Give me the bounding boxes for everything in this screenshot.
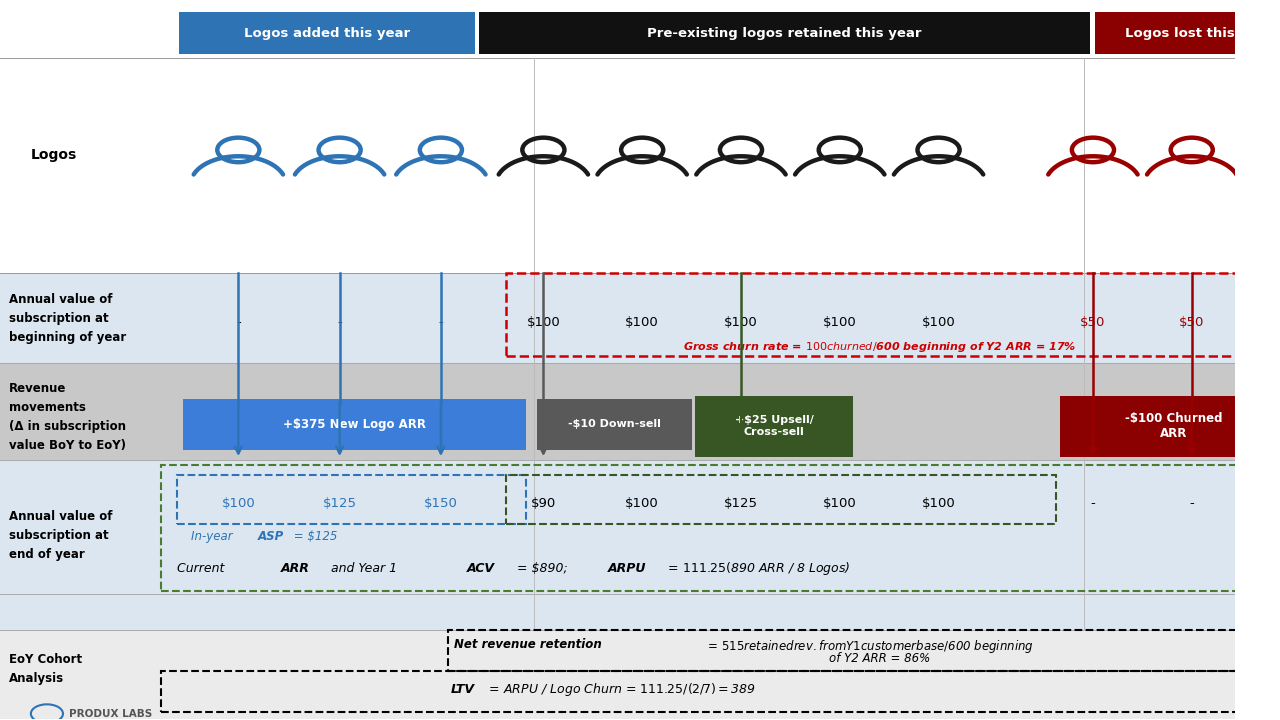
- Text: Logos lost this year: Logos lost this year: [1125, 27, 1272, 40]
- Text: -: -: [1091, 497, 1096, 510]
- Text: $100: $100: [922, 497, 955, 510]
- Text: and Year 1: and Year 1: [328, 562, 402, 575]
- Text: = $125: = $125: [291, 529, 338, 542]
- Text: $100: $100: [626, 316, 659, 329]
- Bar: [538, 400, 691, 450]
- Text: = $111.25 ($890 ARR / 8 Logos): = $111.25 ($890 ARR / 8 Logos): [664, 560, 851, 577]
- Text: -: -: [337, 316, 342, 329]
- Bar: [0, 0, 1235, 274]
- Bar: [1060, 396, 1280, 457]
- Text: +$375 New Logo ARR: +$375 New Logo ARR: [283, 418, 426, 431]
- Text: ARR: ARR: [280, 562, 310, 575]
- Text: $150: $150: [424, 497, 458, 510]
- Text: $125: $125: [724, 497, 758, 510]
- Text: $100: $100: [526, 316, 561, 329]
- Bar: [183, 400, 526, 450]
- Bar: [0, 629, 1235, 719]
- Bar: [179, 12, 475, 54]
- Text: $100: $100: [823, 316, 856, 329]
- Bar: [695, 396, 854, 457]
- Text: = ARPU / Logo Churn = $111.25 / (2/7) = $389: = ARPU / Logo Churn = $111.25 / (2/7) = …: [485, 681, 756, 698]
- Text: In-year: In-year: [192, 529, 237, 542]
- Text: ARPU: ARPU: [608, 562, 646, 575]
- Text: LTV: LTV: [451, 683, 475, 696]
- Text: Pre-existing logos retained this year: Pre-existing logos retained this year: [646, 27, 922, 40]
- Text: -: -: [439, 316, 443, 329]
- Text: PRODUX LABS: PRODUX LABS: [69, 708, 152, 719]
- Text: Annual value of
subscription at
beginning of year: Annual value of subscription at beginnin…: [9, 293, 125, 344]
- Text: $100: $100: [823, 497, 856, 510]
- Text: $100: $100: [922, 316, 955, 329]
- Text: +$25 Upsell/
Cross-sell: +$25 Upsell/ Cross-sell: [735, 415, 814, 437]
- Text: -$10 Down-sell: -$10 Down-sell: [568, 420, 660, 429]
- Text: -$100 Churned
ARR: -$100 Churned ARR: [1125, 413, 1222, 440]
- Text: $50: $50: [1080, 316, 1106, 329]
- Text: Gross churn rate = $100 churned / $600 beginning of Y2 ARR = 17%: Gross churn rate = $100 churned / $600 b…: [682, 340, 1076, 354]
- Text: of Y2 ARR = 86%: of Y2 ARR = 86%: [828, 652, 929, 665]
- Text: = $890;: = $890;: [512, 562, 571, 575]
- Bar: [1096, 12, 1280, 54]
- Text: $100: $100: [626, 497, 659, 510]
- Text: Annual value of
subscription at
end of year: Annual value of subscription at end of y…: [9, 510, 113, 562]
- Text: $100: $100: [724, 316, 758, 329]
- Text: Logos added this year: Logos added this year: [244, 27, 411, 40]
- Text: $50: $50: [1179, 316, 1204, 329]
- Text: Net revenue retention: Net revenue retention: [454, 638, 602, 651]
- Text: $90: $90: [531, 497, 556, 510]
- Text: Logos: Logos: [31, 148, 77, 162]
- Bar: [479, 12, 1091, 54]
- Text: Revenue
movements
(Δ in subscription
value BoY to EoY): Revenue movements (Δ in subscription val…: [9, 382, 125, 452]
- Text: -: -: [1189, 497, 1194, 510]
- Text: ACV: ACV: [467, 562, 495, 575]
- Text: -: -: [236, 316, 241, 329]
- Text: EoY Cohort
Analysis: EoY Cohort Analysis: [9, 653, 82, 685]
- Text: ASP: ASP: [259, 529, 284, 542]
- Text: Current: Current: [177, 562, 228, 575]
- Text: = $515 retained rev. from Y1 customer base / $600 beginning: = $515 retained rev. from Y1 customer ba…: [704, 638, 1034, 655]
- Text: $125: $125: [323, 497, 357, 510]
- Bar: [0, 274, 1235, 629]
- Text: $100: $100: [221, 497, 255, 510]
- Bar: [0, 364, 1235, 460]
